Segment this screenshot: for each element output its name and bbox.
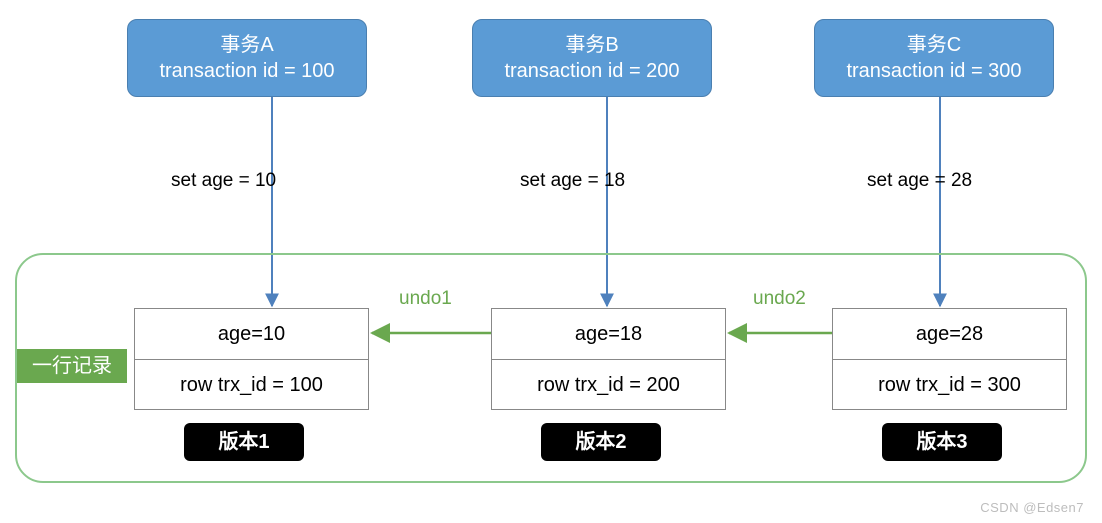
version-trx: row trx_id = 100 [135, 359, 368, 409]
version-box-2: age=18 row trx_id = 200 [491, 308, 726, 410]
version-age: age=10 [135, 309, 368, 359]
version-box-1: age=10 row trx_id = 100 [134, 308, 369, 410]
transaction-box-c: 事务C transaction id = 300 [814, 19, 1054, 97]
diagram-stage: { "colors": { "tx_fill": "#5b9bd5", "tx_… [0, 0, 1102, 523]
transaction-id: transaction id = 200 [473, 58, 711, 84]
version-label-3: 版本3 [882, 423, 1002, 461]
set-label-b: set age = 18 [520, 170, 625, 192]
watermark: CSDN @Edsen7 [980, 500, 1084, 515]
transaction-title: 事务B [473, 32, 711, 58]
undo-label-2: undo2 [753, 288, 806, 310]
version-label-1: 版本1 [184, 423, 304, 461]
transaction-box-b: 事务B transaction id = 200 [472, 19, 712, 97]
version-trx: row trx_id = 200 [492, 359, 725, 409]
version-age: age=28 [833, 309, 1066, 359]
undo-label-1: undo1 [399, 288, 452, 310]
transaction-id: transaction id = 100 [128, 58, 366, 84]
version-box-3: age=28 row trx_id = 300 [832, 308, 1067, 410]
version-label-2: 版本2 [541, 423, 661, 461]
set-label-c: set age = 28 [867, 170, 972, 192]
transaction-id: transaction id = 300 [815, 58, 1053, 84]
set-label-a: set age = 10 [171, 170, 276, 192]
row-record-tag: 一行记录 [17, 349, 127, 383]
version-age: age=18 [492, 309, 725, 359]
transaction-box-a: 事务A transaction id = 100 [127, 19, 367, 97]
version-trx: row trx_id = 300 [833, 359, 1066, 409]
transaction-title: 事务C [815, 32, 1053, 58]
transaction-title: 事务A [128, 32, 366, 58]
